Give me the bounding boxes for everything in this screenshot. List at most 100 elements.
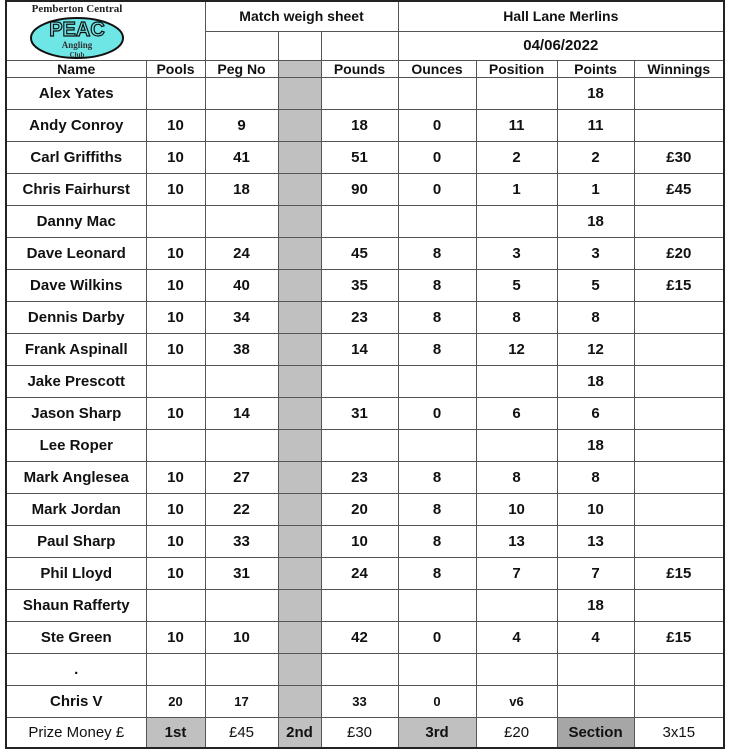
cell-position (475, 365, 558, 398)
cell-ounces: 8 (397, 525, 477, 558)
col-winnings: Winnings (633, 60, 725, 78)
cell-name: Lee Roper (5, 429, 147, 462)
cell-peg: 40 (204, 269, 279, 302)
spacer-cell (277, 301, 322, 334)
cell-ounces: 8 (397, 269, 477, 302)
col-pools: Pools (145, 60, 206, 78)
cell-pools: 20 (145, 685, 206, 718)
cell-points: 2 (556, 141, 635, 174)
table-row: Carl Griffiths 10 41 51 0 2 2 £30 (5, 141, 725, 174)
cell-winnings: £30 (633, 141, 725, 174)
cell-name: Mark Jordan (5, 493, 147, 526)
section-prize: 3x15 (633, 717, 725, 749)
cell-pools: 10 (145, 173, 206, 206)
sheet-title: Match weigh sheet (204, 0, 399, 32)
cell-name: Chris Fairhurst (5, 173, 147, 206)
cell-position: 1 (475, 173, 558, 206)
cell-winnings (633, 333, 725, 366)
empty-cell (204, 30, 279, 61)
cell-position (475, 77, 558, 110)
cell-name: Phil Lloyd (5, 557, 147, 590)
cell-points: 12 (556, 333, 635, 366)
cell-pounds: 23 (320, 301, 399, 334)
cell-pools: 10 (145, 237, 206, 270)
column-headers: Name Pools Peg No Pounds Ounces Position… (5, 60, 725, 78)
spacer-cell (277, 333, 322, 366)
spacer-cell (277, 237, 322, 270)
cell-winnings (633, 493, 725, 526)
cell-name: Danny Mac (5, 205, 147, 238)
cell-points: 18 (556, 205, 635, 238)
logo-text-sub2: Club (70, 51, 85, 59)
cell-peg: 41 (204, 141, 279, 174)
cell-position: 7 (475, 557, 558, 590)
cell-ounces: 8 (397, 333, 477, 366)
spacer-cell (277, 653, 322, 686)
cell-points: 8 (556, 301, 635, 334)
table-row: Chris V 20 17 33 0 v6 (5, 685, 725, 718)
first-label: 1st (145, 717, 206, 749)
cell-peg: 9 (204, 109, 279, 142)
cell-peg: 17 (204, 685, 279, 718)
cell-points: 10 (556, 493, 635, 526)
cell-peg: 34 (204, 301, 279, 334)
cell-pounds: 51 (320, 141, 399, 174)
table-row: Ste Green 10 10 42 0 4 4 £15 (5, 621, 725, 654)
cell-pools (145, 77, 206, 110)
cell-pounds: 20 (320, 493, 399, 526)
spacer-cell (277, 269, 322, 302)
cell-peg (204, 589, 279, 622)
table-row: Paul Sharp 10 33 10 8 13 13 (5, 525, 725, 558)
cell-winnings: £15 (633, 269, 725, 302)
cell-peg (204, 77, 279, 110)
cell-pools: 10 (145, 109, 206, 142)
spacer-cell (277, 493, 322, 526)
cell-winnings (633, 653, 725, 686)
cell-pounds: 31 (320, 397, 399, 430)
cell-position: 8 (475, 461, 558, 494)
cell-ounces: 8 (397, 557, 477, 590)
table-row: Mark Jordan 10 22 20 8 10 10 (5, 493, 725, 526)
cell-winnings: £15 (633, 621, 725, 654)
cell-name: Ste Green (5, 621, 147, 654)
spacer-cell (277, 429, 322, 462)
cell-winnings (633, 589, 725, 622)
cell-winnings (633, 685, 725, 718)
cell-pools: 10 (145, 301, 206, 334)
third-label: 3rd (397, 717, 477, 749)
cell-ounces (397, 653, 477, 686)
cell-pounds (320, 589, 399, 622)
cell-position: 4 (475, 621, 558, 654)
weigh-sheet-table: Pemberton Central PEAC Angling Club Matc… (5, 0, 726, 749)
cell-ounces: 0 (397, 141, 477, 174)
spacer-cell (277, 525, 322, 558)
cell-pools (145, 589, 206, 622)
cell-position: 12 (475, 333, 558, 366)
table-row: Dave Leonard 10 24 45 8 3 3 £20 (5, 237, 725, 270)
cell-peg: 38 (204, 333, 279, 366)
cell-ounces: 8 (397, 461, 477, 494)
cell-name: Dave Wilkins (5, 269, 147, 302)
cell-pools (145, 365, 206, 398)
cell-winnings (633, 301, 725, 334)
table-row: Dave Wilkins 10 40 35 8 5 5 £15 (5, 269, 725, 302)
cell-pounds: 23 (320, 461, 399, 494)
cell-winnings (633, 461, 725, 494)
cell-winnings (633, 525, 725, 558)
third-prize: £20 (475, 717, 558, 749)
cell-name: . (5, 653, 147, 686)
cell-points: 11 (556, 109, 635, 142)
cell-ounces (397, 589, 477, 622)
first-prize: £45 (204, 717, 279, 749)
cell-ounces: 8 (397, 493, 477, 526)
logo-text-sub1: Angling (62, 40, 93, 50)
table-row: . (5, 653, 725, 686)
cell-points: 13 (556, 525, 635, 558)
cell-name: Chris V (5, 685, 147, 718)
cell-winnings (633, 429, 725, 462)
cell-peg: 33 (204, 525, 279, 558)
cell-pools: 10 (145, 333, 206, 366)
cell-ounces: 0 (397, 109, 477, 142)
spacer-cell (277, 109, 322, 142)
cell-peg: 31 (204, 557, 279, 590)
